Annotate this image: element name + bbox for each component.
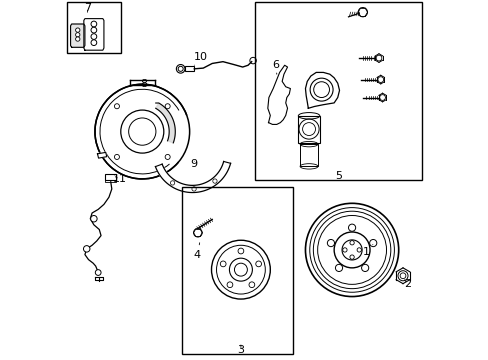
Bar xyxy=(182,187,292,354)
Polygon shape xyxy=(83,19,104,50)
Circle shape xyxy=(121,110,163,153)
Text: 4: 4 xyxy=(193,243,200,260)
Bar xyxy=(300,144,317,166)
Polygon shape xyxy=(97,152,106,158)
Circle shape xyxy=(114,104,119,109)
Circle shape xyxy=(83,246,90,252)
Text: 9: 9 xyxy=(190,159,197,169)
Text: 6: 6 xyxy=(272,60,279,74)
Text: 2: 2 xyxy=(403,279,410,289)
Polygon shape xyxy=(155,161,230,193)
Circle shape xyxy=(226,282,232,288)
Circle shape xyxy=(248,282,254,288)
Circle shape xyxy=(238,248,244,254)
Circle shape xyxy=(399,273,405,279)
Circle shape xyxy=(95,84,189,179)
Text: 7: 7 xyxy=(84,3,91,13)
Polygon shape xyxy=(94,277,102,280)
Circle shape xyxy=(309,78,332,101)
Text: 1: 1 xyxy=(362,244,372,257)
Text: 3: 3 xyxy=(237,345,244,355)
Circle shape xyxy=(95,270,101,275)
Circle shape xyxy=(326,239,334,247)
Circle shape xyxy=(114,154,119,159)
Polygon shape xyxy=(155,103,175,143)
Circle shape xyxy=(369,239,376,247)
Bar xyxy=(298,116,319,143)
Bar xyxy=(185,66,194,71)
Circle shape xyxy=(348,224,355,231)
Circle shape xyxy=(335,264,342,271)
Circle shape xyxy=(91,27,97,33)
Circle shape xyxy=(255,261,261,267)
Circle shape xyxy=(333,232,369,268)
Circle shape xyxy=(361,264,368,271)
Polygon shape xyxy=(70,24,85,47)
Circle shape xyxy=(76,37,80,41)
Circle shape xyxy=(220,261,225,267)
Text: 8: 8 xyxy=(140,79,146,89)
Circle shape xyxy=(76,28,80,32)
Circle shape xyxy=(193,228,202,237)
Circle shape xyxy=(176,64,184,73)
Bar xyxy=(255,3,421,180)
Circle shape xyxy=(91,34,97,40)
Circle shape xyxy=(91,21,97,27)
Circle shape xyxy=(165,154,170,159)
Polygon shape xyxy=(267,65,290,125)
Text: 5: 5 xyxy=(334,171,341,181)
Circle shape xyxy=(76,33,80,37)
Circle shape xyxy=(229,258,252,281)
Bar xyxy=(105,174,116,180)
Circle shape xyxy=(165,104,170,109)
Text: 10: 10 xyxy=(193,52,207,65)
Text: 11: 11 xyxy=(112,174,126,184)
Bar xyxy=(67,3,121,53)
Circle shape xyxy=(305,203,398,297)
Polygon shape xyxy=(305,72,339,108)
Circle shape xyxy=(91,40,97,45)
Circle shape xyxy=(90,216,97,222)
Circle shape xyxy=(211,240,270,299)
Bar xyxy=(105,180,116,182)
